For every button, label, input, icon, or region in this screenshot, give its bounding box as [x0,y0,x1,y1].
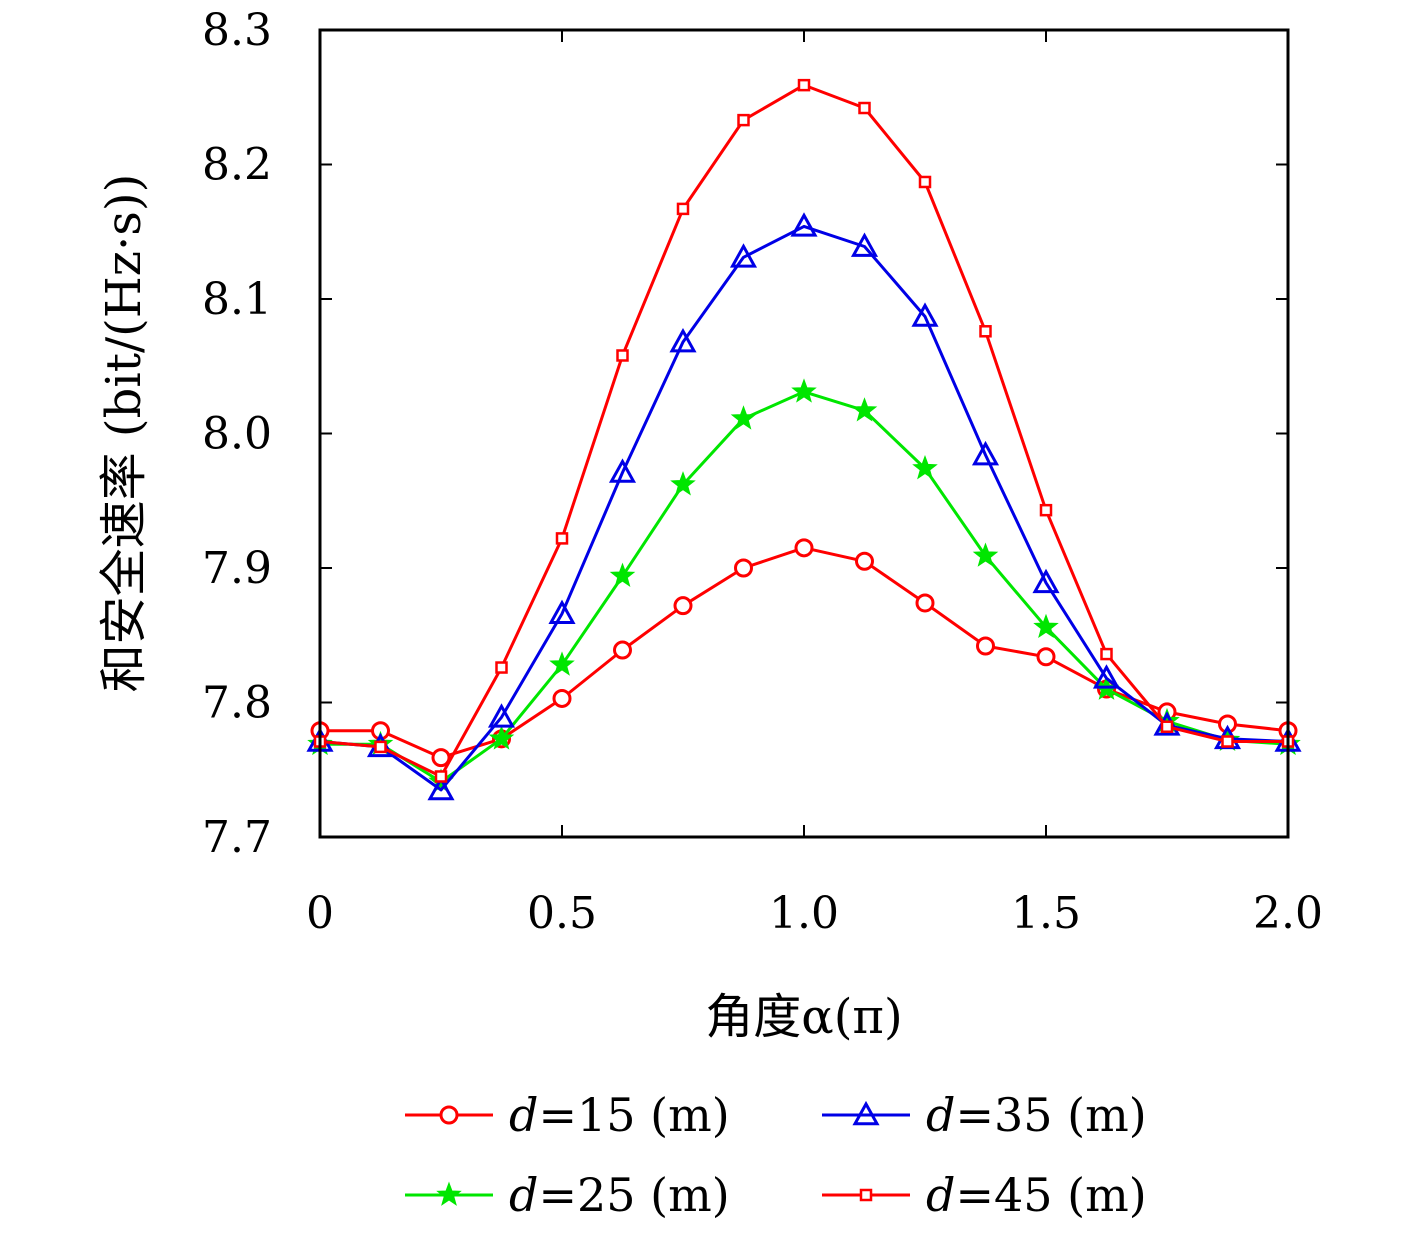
series-3 [306,212,1302,801]
legend-entry: d=15 (m) [405,1088,730,1142]
data-point [548,599,576,625]
y-tick-label: 7.8 [202,678,272,729]
data-point [673,596,693,616]
legend-marker [436,1181,462,1206]
legend-label: d=45 (m) [926,1168,1147,1222]
data-point [979,325,992,338]
data-point [608,458,637,483]
data-point [790,212,818,237]
series-line [320,546,1289,760]
series-line [319,224,1289,792]
legend-entry: d=35 (m) [822,1088,1147,1142]
data-point [915,593,935,613]
series-2 [307,378,1301,793]
data-point [1100,647,1113,661]
data-point [918,175,932,189]
data-point [976,636,995,656]
data-point [850,232,879,257]
x-tick-label: 0 [306,888,334,939]
data-point [555,532,569,545]
y-tick-label: 7.7 [202,812,272,863]
data-point [729,243,758,268]
data-point [1221,735,1234,748]
data-point [613,640,632,660]
data-point [488,725,515,750]
data-point [552,688,572,708]
data-point [609,562,636,587]
legend-label: d=35 (m) [926,1088,1147,1142]
data-point [855,551,874,571]
data-point [737,113,750,127]
data-point [495,661,508,674]
y-tick-label: 8.2 [202,140,272,191]
data-point [911,302,939,327]
data-point [616,349,629,362]
data-point [1033,613,1059,639]
legend-entry: d=45 (m) [822,1168,1147,1222]
legend-label: d=25 (m) [509,1168,730,1222]
y-axis-label: 和安全速率 (bit/(Hz·s)) [96,174,152,693]
data-point [676,202,690,216]
x-tick-label: 1.5 [1011,888,1081,939]
y-tick-label: 8.3 [202,5,272,56]
legend-marker [852,1100,880,1126]
series-4 [313,78,1295,783]
data-point [1160,720,1174,733]
legend-marker [439,1105,459,1125]
data-point [431,748,451,768]
y-tick-labels: 7.7 7.8 7.9 8.0 8.1 8.2 8.3 [202,5,272,863]
data-point [1036,647,1056,667]
data-point [1092,664,1121,689]
y-tick-label: 7.9 [202,543,272,594]
legend: d=15 (m) d=25 (m) d=35 (m) d=45 (m) [405,1088,1147,1222]
data-point [730,405,757,430]
data-point [971,440,1000,466]
y-tick-label: 8.1 [202,274,272,325]
series-layer [306,78,1302,801]
data-point [797,78,811,92]
data-point [791,378,817,403]
data-point [434,770,448,783]
plot-frame [318,28,1290,839]
data-point [1032,568,1060,594]
data-point [794,538,814,558]
data-point [374,740,387,754]
x-tick-labels: 0 0.5 1.0 1.5 2.0 [306,888,1323,939]
data-point [1039,503,1053,517]
x-axis-label: 角度α(π) [705,989,902,1045]
data-point [972,542,999,567]
data-point [669,327,697,353]
data-point [858,101,871,115]
data-point [487,703,516,728]
legend-entry: d=25 (m) [405,1168,730,1222]
data-point [670,471,696,496]
data-point [734,558,753,578]
legend-marker [859,1188,873,1202]
data-point [912,455,938,480]
x-tick-label: 1.0 [769,888,839,939]
data-point [427,775,455,801]
legend-label: d=15 (m) [509,1088,730,1142]
y-tick-label: 8.0 [202,409,272,460]
series-line [319,83,1288,778]
x-tick-label: 2.0 [1253,888,1323,939]
series-1 [310,538,1298,768]
axis-ticks [319,29,1289,838]
data-point [549,651,575,676]
series-line [320,390,1289,784]
data-point [851,397,878,422]
x-tick-label: 0.5 [527,888,597,939]
